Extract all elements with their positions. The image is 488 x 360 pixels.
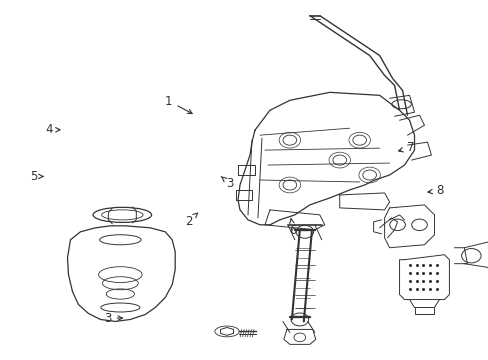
Text: 2: 2 — [184, 213, 197, 228]
Text: 3: 3 — [221, 176, 233, 190]
Text: 5: 5 — [30, 170, 43, 183]
Text: 1: 1 — [165, 95, 192, 113]
Text: 6: 6 — [289, 218, 296, 237]
Text: 7: 7 — [398, 141, 413, 154]
Text: 3: 3 — [104, 311, 122, 325]
Text: 4: 4 — [45, 123, 60, 136]
Text: 8: 8 — [427, 184, 442, 197]
